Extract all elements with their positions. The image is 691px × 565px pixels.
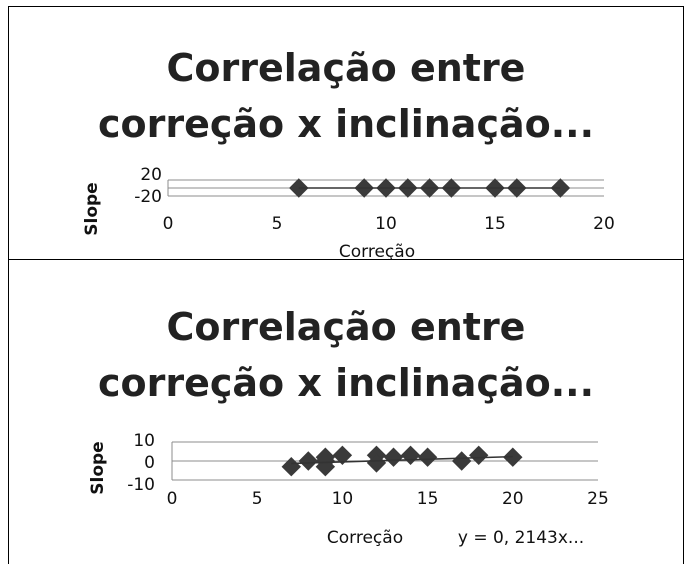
chart-1-x-axis-title: Correção bbox=[339, 242, 415, 259]
chart-2-data-point bbox=[451, 451, 472, 471]
chart-2-x-tick-label: 0 bbox=[167, 489, 178, 509]
chart-1-title-line-2: correção x inclinação... bbox=[98, 102, 594, 146]
chart-2-x-tick-label: 20 bbox=[502, 489, 524, 509]
chart-2-trendline bbox=[291, 455, 513, 465]
chart-2-x-tick-label: 5 bbox=[252, 489, 263, 509]
chart-2-x-axis-title: Correção bbox=[327, 528, 403, 548]
chart-2-data-point bbox=[315, 451, 336, 471]
chart-1-x-tick-label: 5 bbox=[272, 214, 283, 234]
chart-2-title-line-2: correção x inclinação... bbox=[98, 361, 594, 405]
chart-1-x-tick-label: 0 bbox=[163, 214, 174, 234]
chart-2-x-tick-label: 10 bbox=[332, 489, 354, 509]
chart-2: Correlação entre correção x inclinação..… bbox=[88, 305, 609, 548]
chart-1-y-axis-title: Slope bbox=[82, 182, 102, 235]
chart-2-title-line-1: Correlação entre bbox=[167, 305, 526, 349]
chart-2-x-tick-label: 15 bbox=[417, 489, 439, 509]
chart-2-x-tick-label: 25 bbox=[587, 489, 609, 509]
chart-1-x-tick-label: 20 bbox=[593, 214, 615, 234]
chart-2-data-point bbox=[400, 445, 421, 466]
chart-2-y-axis-title: Slope bbox=[88, 441, 108, 494]
chart-panel-2: Correlação entre correção x inclinação..… bbox=[8, 259, 684, 564]
chart-2-data-point bbox=[417, 447, 438, 467]
chart-1-x-tick-label: 10 bbox=[375, 214, 397, 234]
chart-2-data-point bbox=[298, 451, 319, 471]
chart-1-x-tick-label: 15 bbox=[484, 214, 506, 234]
chart-2-data-point bbox=[332, 445, 353, 466]
chart-panel-1: Correlação entre correção x inclinação..… bbox=[8, 6, 684, 260]
chart-1: Correlação entre correção x inclinação..… bbox=[82, 46, 615, 259]
chart-2-data-point bbox=[383, 447, 404, 467]
chart-1-title-line-1: Correlação entre bbox=[167, 46, 526, 90]
chart-1-y-tick-label: -20 bbox=[134, 187, 162, 207]
chart-2-y-tick-label: 10 bbox=[133, 431, 155, 451]
chart-1-y-tick-label: 20 bbox=[140, 165, 162, 185]
chart-2-y-tick-label: -10 bbox=[127, 475, 155, 495]
chart-2-data-point bbox=[469, 445, 489, 466]
chart-2-y-tick-label: 0 bbox=[144, 453, 155, 473]
chart-2-equation-label: y = 0, 2143x... bbox=[458, 528, 584, 548]
chart-2-data-point bbox=[281, 456, 301, 477]
